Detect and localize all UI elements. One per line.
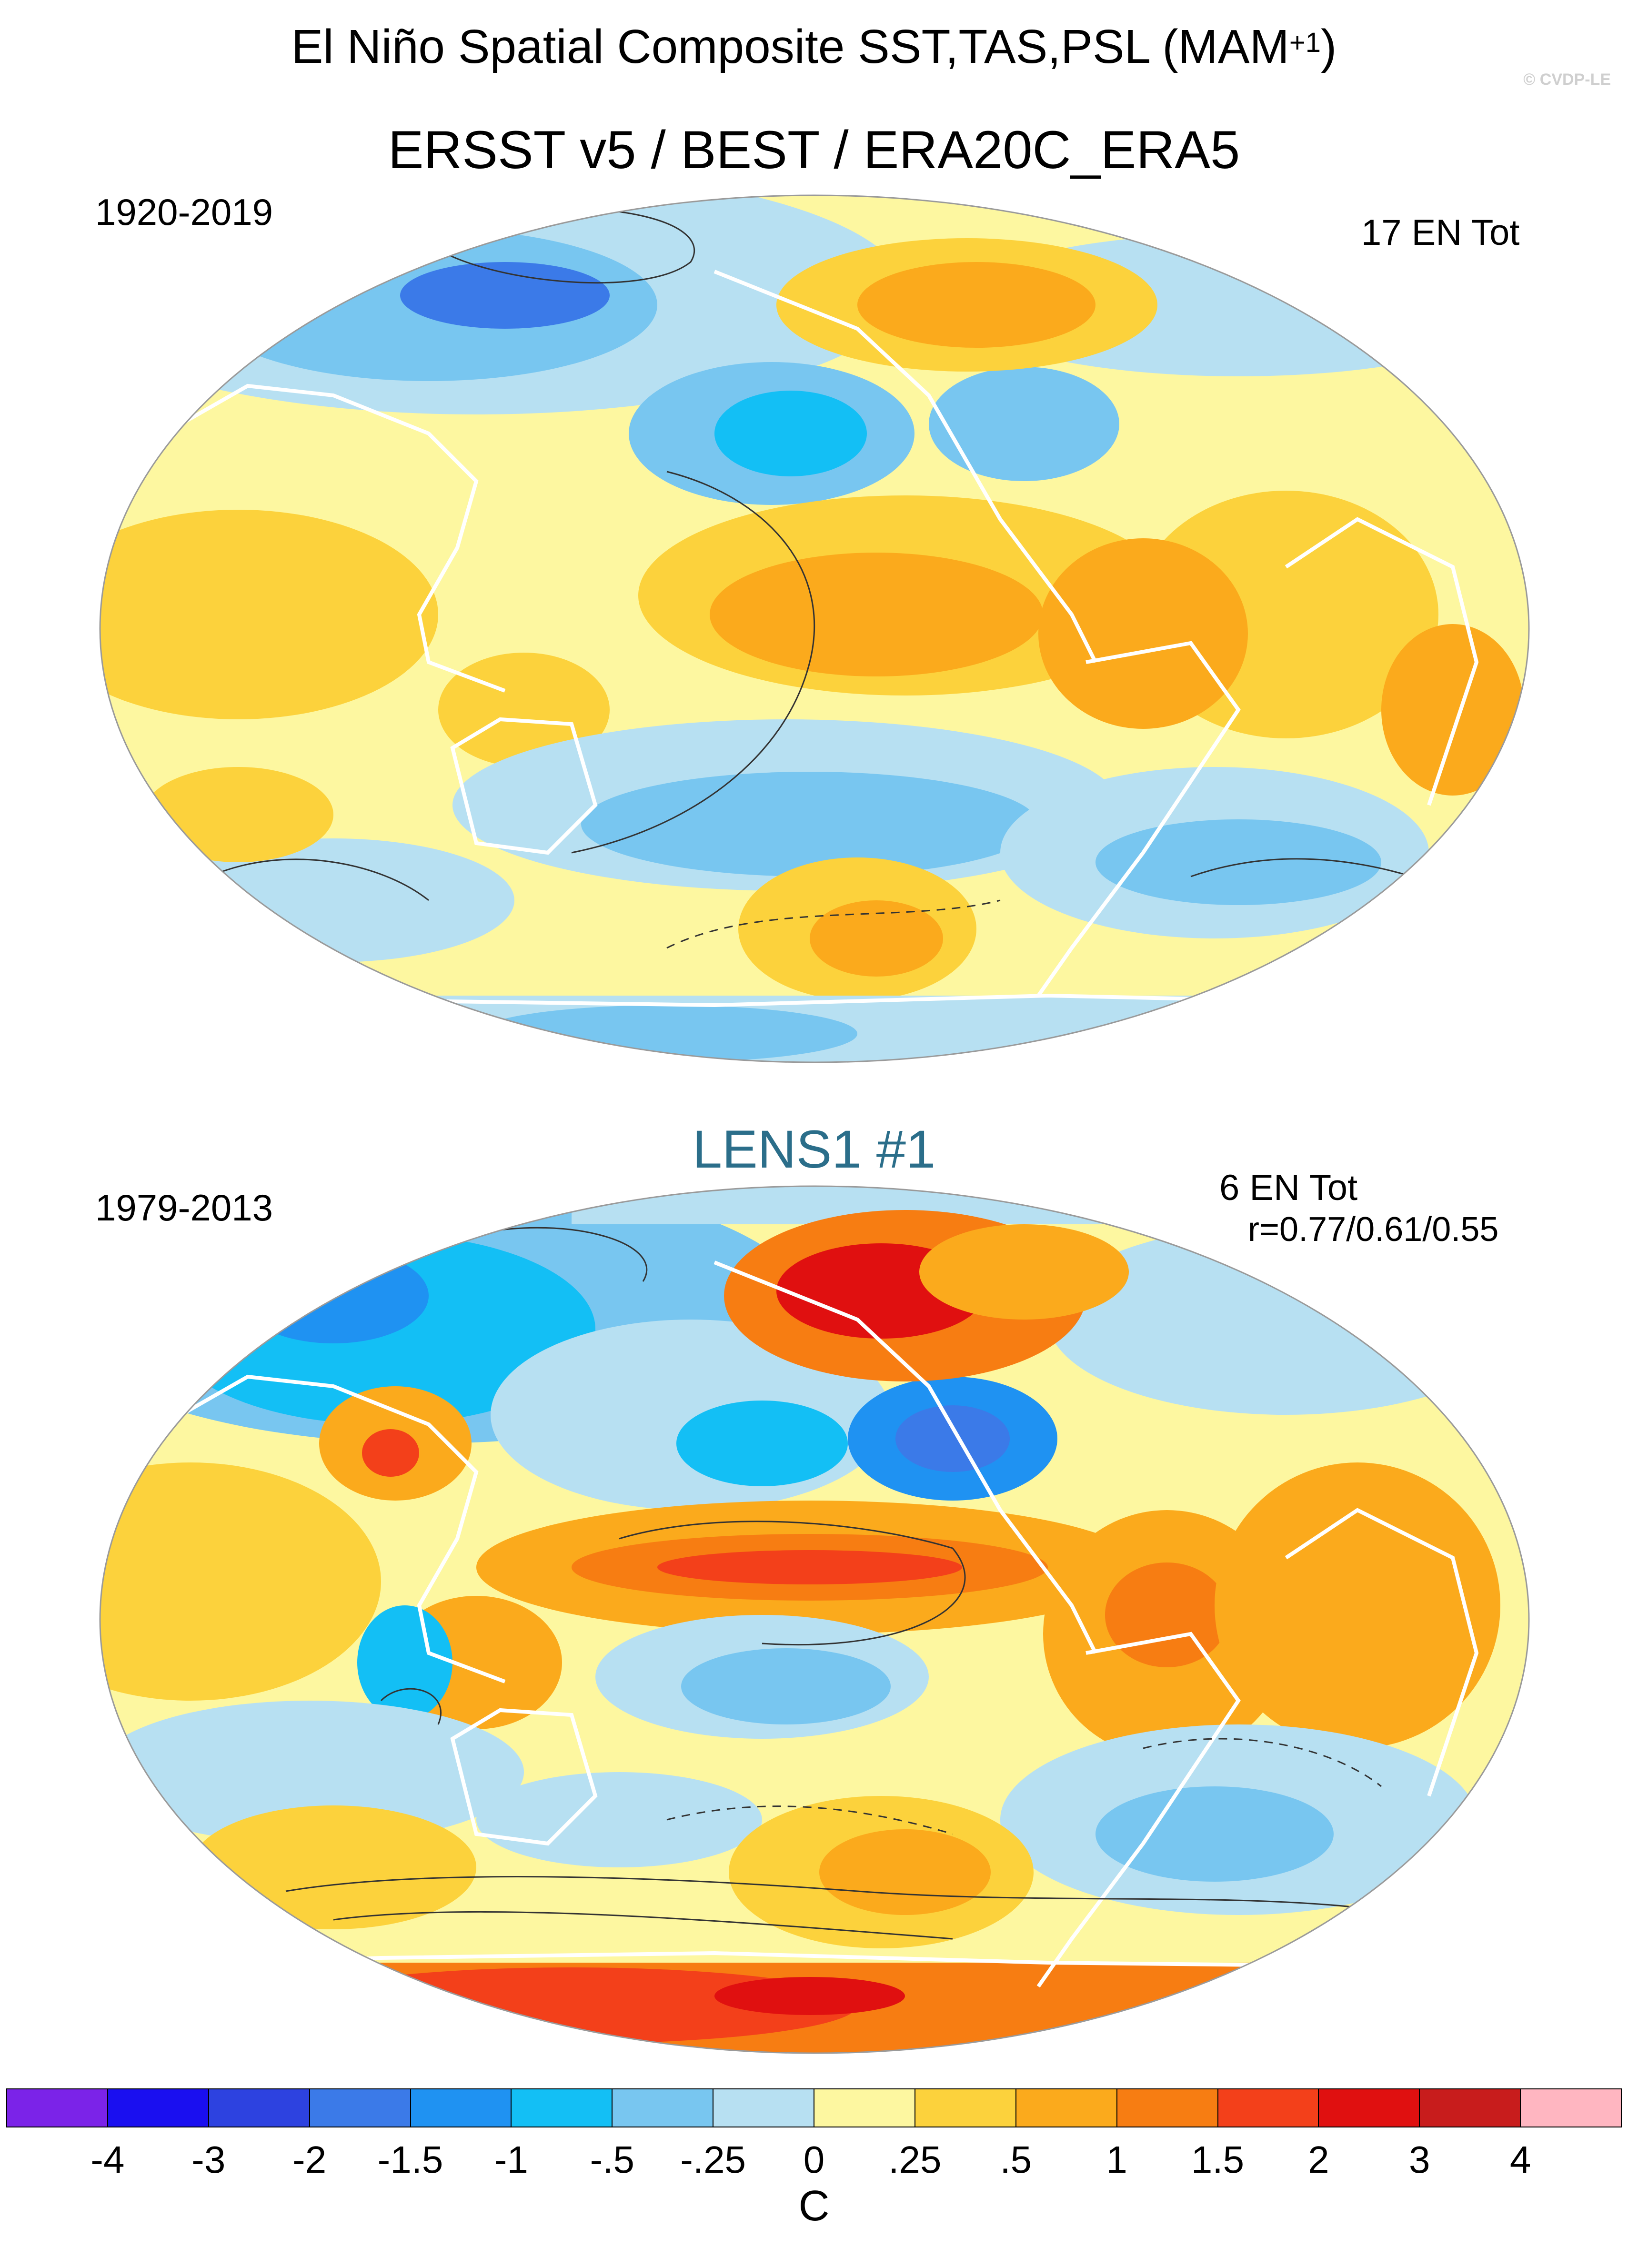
colorbar-segment bbox=[107, 2088, 209, 2127]
colorbar-tick-label: 0 bbox=[803, 2138, 825, 2181]
map-panel-1 bbox=[99, 194, 1530, 1063]
colorbar-segment bbox=[612, 2088, 714, 2127]
colorbar-tick-label: .5 bbox=[1000, 2138, 1032, 2181]
colorbar-segment bbox=[1520, 2088, 1622, 2127]
colorbar-tick-label: -2 bbox=[292, 2138, 327, 2181]
figure-title-text: El Niño Spatial Composite SST,TAS,PSL (M… bbox=[291, 20, 1289, 73]
colorbar-tick-label: .25 bbox=[888, 2138, 942, 2181]
colorbar-segment bbox=[1419, 2088, 1521, 2127]
colorbar-tick-label: 4 bbox=[1509, 2138, 1531, 2181]
colorbar-segment bbox=[309, 2088, 411, 2127]
panel-1-subtitle: ERSST v5 / BEST / ERA20C_ERA5 bbox=[388, 120, 1240, 180]
colorbar-segment bbox=[1116, 2088, 1218, 2127]
colorbar-segment bbox=[1015, 2088, 1117, 2127]
colorbar-tick-label: 1.5 bbox=[1191, 2138, 1245, 2181]
map-2-coastlines bbox=[142, 1260, 1479, 1988]
colorbar-tick-label: 1 bbox=[1106, 2138, 1127, 2181]
colorbar-tick-label: -1 bbox=[494, 2138, 528, 2181]
map-panel-2 bbox=[99, 1185, 1530, 2054]
map-2-frame bbox=[99, 1185, 1530, 2054]
colorbar-segment bbox=[511, 2088, 613, 2127]
colorbar-tick-label: 3 bbox=[1409, 2138, 1430, 2181]
panel-1-count: 17 EN Tot bbox=[1361, 212, 1520, 253]
colorbar-segment bbox=[410, 2088, 512, 2127]
figure-title: El Niño Spatial Composite SST,TAS,PSL (M… bbox=[0, 18, 1628, 75]
colorbar-segment bbox=[1318, 2088, 1420, 2127]
colorbar-tick-label: 2 bbox=[1308, 2138, 1329, 2181]
colorbar-segment bbox=[814, 2088, 915, 2127]
colorbar-tick-label: -.25 bbox=[680, 2138, 746, 2181]
map-2-contours bbox=[285, 1227, 1382, 1940]
panel-2-count: 6 EN Tot bbox=[1219, 1168, 1358, 1208]
colorbar-tick-label: -4 bbox=[90, 2138, 125, 2181]
colorbar-segment bbox=[914, 2088, 1016, 2127]
copyright-label: © CVDP-LE bbox=[1523, 71, 1611, 89]
colorbar bbox=[6, 2088, 1622, 2128]
panel-1-period: 1920-2019 bbox=[95, 191, 273, 233]
colorbar-segment bbox=[208, 2088, 310, 2127]
figure-title-close: ) bbox=[1321, 20, 1337, 73]
map-2-field bbox=[100, 1186, 1529, 2053]
map-1-frame bbox=[99, 194, 1530, 1063]
panel-2-correlation: r=0.77/0.61/0.55 bbox=[1248, 1210, 1499, 1249]
colorbar-unit: C bbox=[798, 2182, 830, 2230]
figure-title-superscript: +1 bbox=[1289, 27, 1321, 58]
colorbar-segment bbox=[1217, 2088, 1319, 2127]
panel-2-period: 1979-2013 bbox=[95, 1187, 273, 1229]
colorbar-tick-label: -.5 bbox=[590, 2138, 634, 2181]
colorbar-segment bbox=[713, 2088, 814, 2127]
colorbar-tick-label: -1.5 bbox=[377, 2138, 443, 2181]
panel-2-subtitle: LENS1 #1 bbox=[692, 1119, 936, 1179]
colorbar-segment bbox=[6, 2088, 108, 2127]
colorbar-tick-label: -3 bbox=[191, 2138, 226, 2181]
